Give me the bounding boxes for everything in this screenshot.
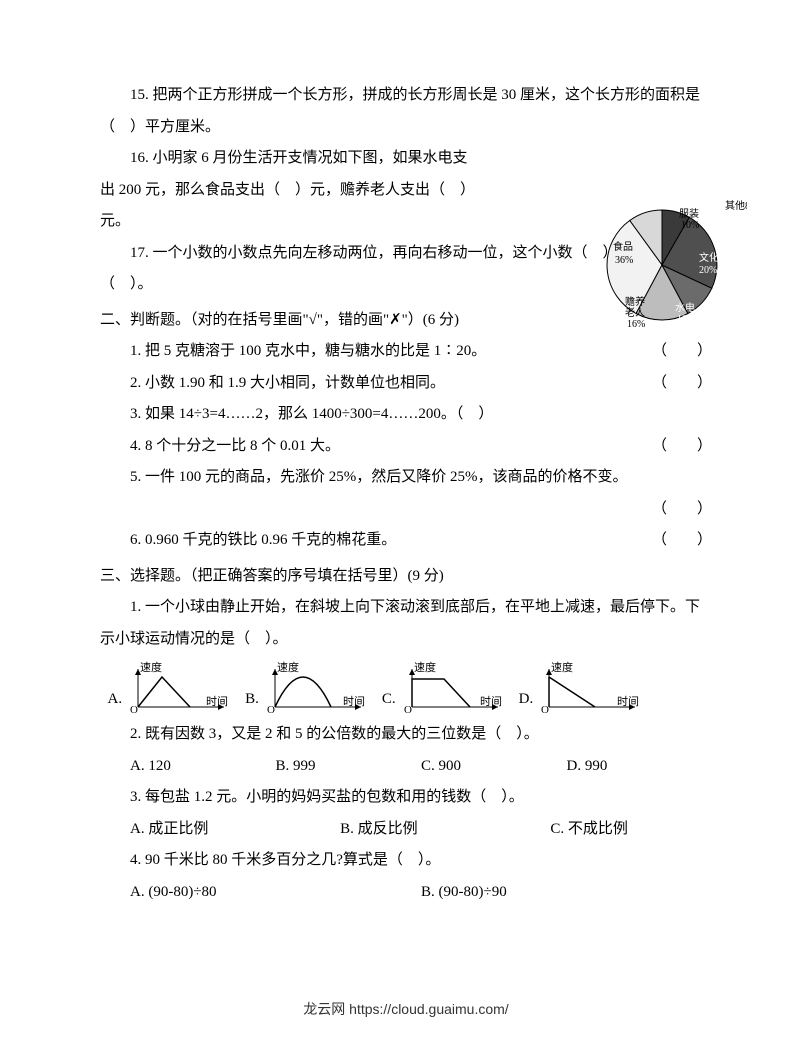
axis-y-a: 速度	[140, 661, 162, 674]
graph-d: 速度 时间 O	[535, 661, 650, 715]
tf-5-text: 5. 一件 100 元的商品，先涨价 25%，然后又降价 25%，该商品的价格不…	[100, 462, 712, 494]
axis-o-b: O	[267, 704, 275, 715]
axis-x-a: 时间	[206, 695, 228, 708]
pie-label-clothes: 服装	[679, 207, 699, 220]
tf-1: 1. 把 5 克糖溶于 100 克水中，糖与糖水的比是 1∶20。（ ）	[100, 336, 712, 368]
label-a: A.	[108, 684, 123, 716]
pie-label-culture-pct: 20%	[699, 265, 717, 276]
tf-5-parenrow: （ ）	[100, 494, 712, 526]
mc2-b: B. 999	[276, 751, 422, 783]
mc1-choices: A. 速度 时间 O B. 速度 时间 O C.	[100, 661, 712, 715]
mc2-text: 2. 既有因数 3，又是 2 和 5 的公倍数的最大的三位数是（ ）。	[100, 719, 712, 751]
mc1-text: 1. 一个小球由静止开始，在斜坡上向下滚动滚到底部后，在平地上减速，最后停下。下…	[100, 592, 712, 655]
pie-label-clothes-pct: 10%	[681, 220, 699, 231]
mc4-opts: A. (90-80)÷80 B. (90-80)÷90	[100, 877, 712, 909]
tf-3: 3. 如果 14÷3=4……2，那么 1400÷300=4……200。（ ）	[100, 399, 712, 431]
tf-4-text: 4. 8 个十分之一比 8 个 0.01 大。	[130, 431, 652, 463]
label-b: B.	[245, 684, 259, 716]
tf-1-paren: （ ）	[652, 336, 712, 368]
axis-x-b: 时间	[343, 695, 365, 708]
mc4-a: A. (90-80)÷80	[130, 877, 421, 909]
tf-4: 4. 8 个十分之一比 8 个 0.01 大。（ ）	[100, 431, 712, 463]
axis-o-d: O	[541, 704, 549, 715]
section-3-title: 三、选择题。（把正确答案的序号填在括号里）(9 分)	[100, 561, 712, 593]
mc1-a: A. 速度 时间 O	[108, 661, 240, 715]
mc2-d: D. 990	[567, 751, 713, 783]
q16-region: 其他8% 服装 10% 食品 36% 赡养 老人 16% 水电 10% 文化 2…	[100, 143, 712, 238]
pie-label-culture: 文化	[699, 251, 719, 264]
tf-2-paren: （ ）	[652, 368, 712, 400]
label-c: C.	[382, 684, 396, 716]
q16-text: 16. 小明家 6 月份生活开支情况如下图，如果水电支出 200 元，那么食品支…	[100, 143, 480, 238]
tf-1-text: 1. 把 5 克糖溶于 100 克水中，糖与糖水的比是 1∶20。	[130, 336, 652, 368]
mc1-c: C. 速度 时间 O	[382, 661, 513, 715]
graph-b: 速度 时间 O	[261, 661, 376, 715]
mc4-text: 4. 90 千米比 80 千米多百分之几?算式是（ ）。	[100, 845, 712, 877]
graph-c: 速度 时间 O	[398, 661, 513, 715]
mc1-d: D. 速度 时间 O	[519, 661, 651, 715]
axis-y-d: 速度	[551, 661, 573, 674]
mc3-text: 3. 每包盐 1.2 元。小明的妈妈买盐的包数和用的钱数（ ）。	[100, 782, 712, 814]
mc2-a: A. 120	[130, 751, 276, 783]
tf-6-paren: （ ）	[652, 525, 712, 557]
page-content: 15. 把两个正方形拼成一个长方形，拼成的长方形周长是 30 厘米，这个长方形的…	[100, 80, 712, 908]
q15-text: 15. 把两个正方形拼成一个长方形，拼成的长方形周长是 30 厘米，这个长方形的…	[100, 80, 712, 143]
pie-label-food-pct: 36%	[615, 255, 633, 266]
page-footer: 龙云网 https://cloud.guaimu.com/	[0, 995, 812, 1024]
tf-5-paren: （ ）	[652, 494, 712, 526]
axis-o-c: O	[404, 704, 412, 715]
axis-x-c: 时间	[480, 695, 502, 708]
mc3-c: C. 不成比例	[550, 814, 712, 846]
mc3-a: A. 成正比例	[130, 814, 340, 846]
mc4-b: B. (90-80)÷90	[421, 877, 712, 909]
axis-o-a: O	[130, 704, 138, 715]
tf-4-paren: （ ）	[652, 431, 712, 463]
axis-y-c: 速度	[414, 661, 436, 674]
mc3-opts: A. 成正比例 B. 成反比例 C. 不成比例	[100, 814, 712, 846]
pie-label-elder2: 老人	[625, 306, 645, 319]
mc3-b: B. 成反比例	[340, 814, 550, 846]
pie-label-food: 食品	[613, 240, 633, 253]
mc1-b: B. 速度 时间 O	[245, 661, 376, 715]
pie-label-util: 水电	[675, 301, 695, 314]
pie-label-util-pct: 10%	[677, 314, 695, 325]
label-d: D.	[519, 684, 534, 716]
pie-label-elder: 赡养	[625, 295, 645, 308]
axis-y-b: 速度	[277, 661, 299, 674]
tf-3-text: 3. 如果 14÷3=4……2，那么 1400÷300=4……200。（ ）	[130, 399, 712, 431]
pie-chart: 其他8% 服装 10% 食品 36% 赡养 老人 16% 水电 10% 文化 2…	[587, 195, 747, 335]
tf-2: 2. 小数 1.90 和 1.9 大小相同，计数单位也相同。（ ）	[100, 368, 712, 400]
tf-6: 6. 0.960 千克的铁比 0.96 千克的棉花重。（ ）	[100, 525, 712, 557]
graph-a: 速度 时间 O	[124, 661, 239, 715]
mc2-c: C. 900	[421, 751, 567, 783]
mc2-opts: A. 120 B. 999 C. 900 D. 990	[100, 751, 712, 783]
axis-x-d: 时间	[617, 695, 639, 708]
pie-label-elder-pct: 16%	[627, 319, 645, 330]
tf-2-text: 2. 小数 1.90 和 1.9 大小相同，计数单位也相同。	[130, 368, 652, 400]
tf-6-text: 6. 0.960 千克的铁比 0.96 千克的棉花重。	[130, 525, 652, 557]
pie-label-other: 其他8%	[725, 199, 747, 212]
